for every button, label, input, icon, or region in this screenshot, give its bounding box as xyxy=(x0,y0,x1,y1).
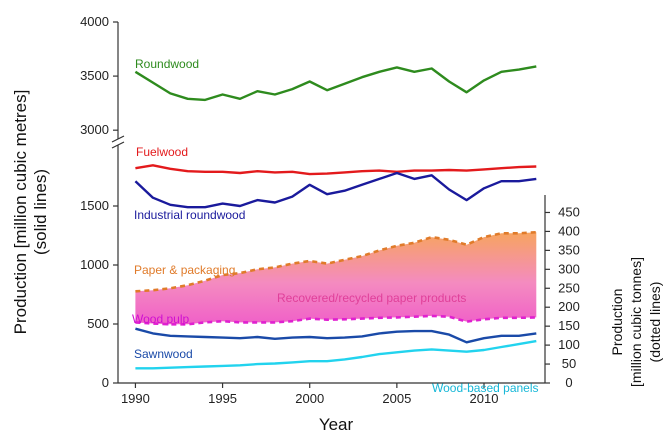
series-line-sawnwood xyxy=(135,327,537,344)
recovered-paper-area xyxy=(135,232,537,325)
y-axis-title-left: Production [million cubic metres] xyxy=(11,90,30,335)
y-tick-label-right: 50 xyxy=(562,356,576,371)
series-line-industrial-roundwood xyxy=(134,171,537,209)
x-axis-title: Year xyxy=(319,415,354,434)
label-wood-based-panels: Wood-based panels xyxy=(432,381,539,395)
series-line-fuelwood xyxy=(135,164,537,176)
y-axis-title-right-sub: [million cubic tonnes] xyxy=(628,257,644,387)
y-tick-label-right: 150 xyxy=(558,318,580,333)
y-tick-label-left: 0 xyxy=(102,375,109,390)
series-line-wood-pulp xyxy=(135,314,537,326)
label-industrial-roundwood: Industrial roundwood xyxy=(134,208,245,222)
axis-break-mark xyxy=(111,135,125,143)
y-tick-label-right: 200 xyxy=(558,299,580,314)
x-tick-label: 1995 xyxy=(208,391,237,406)
axis-break-mark xyxy=(111,141,125,149)
y-tick-label-left: 3500 xyxy=(80,68,109,83)
y-tick-label-right: 400 xyxy=(558,223,580,238)
axes: 1990 1995 2000 2005 201005001000150030003500… xyxy=(80,14,580,406)
y-axis-title-left-sub: (solid lines) xyxy=(31,169,50,255)
series-line-paper-packaging xyxy=(135,230,537,293)
y-axis-title-right: Production xyxy=(609,289,625,356)
y-tick-label-left: 500 xyxy=(87,316,109,331)
y-tick-label-left: 3000 xyxy=(80,122,109,137)
label-wood-pulp: Wood pulp xyxy=(132,312,189,326)
x-tick-label: 1990 xyxy=(121,391,150,406)
x-tick-label: 2005 xyxy=(382,391,411,406)
series-lines xyxy=(134,65,537,370)
x-tick-label: 2010 xyxy=(470,391,499,406)
y-tick-label-right: 350 xyxy=(558,242,580,257)
label-sawnwood: Sawnwood xyxy=(134,347,193,361)
x-tick-label: 2000 xyxy=(295,391,324,406)
y-tick-label-right: 100 xyxy=(558,337,580,352)
label-recovered-paper: Recovered/recycled paper products xyxy=(277,291,466,305)
label-fuelwood: Fuelwood xyxy=(136,145,188,159)
label-paper-packaging: Paper & packaging xyxy=(134,263,235,277)
y-tick-label-left: 1500 xyxy=(80,198,109,213)
y-tick-label-left: 4000 xyxy=(80,14,109,29)
y-axis-title-right-sub2: (dotted lines) xyxy=(647,282,663,363)
y-tick-label-right: 0 xyxy=(565,375,572,390)
y-tick-label-right: 300 xyxy=(558,261,580,276)
y-tick-label-right: 250 xyxy=(558,280,580,295)
label-roundwood: Roundwood xyxy=(135,57,199,71)
y-tick-label-left: 1000 xyxy=(80,257,109,272)
series-line-roundwood xyxy=(134,65,537,102)
series-line-wood-based-panels xyxy=(135,339,537,370)
y-tick-label-right: 450 xyxy=(558,204,580,219)
